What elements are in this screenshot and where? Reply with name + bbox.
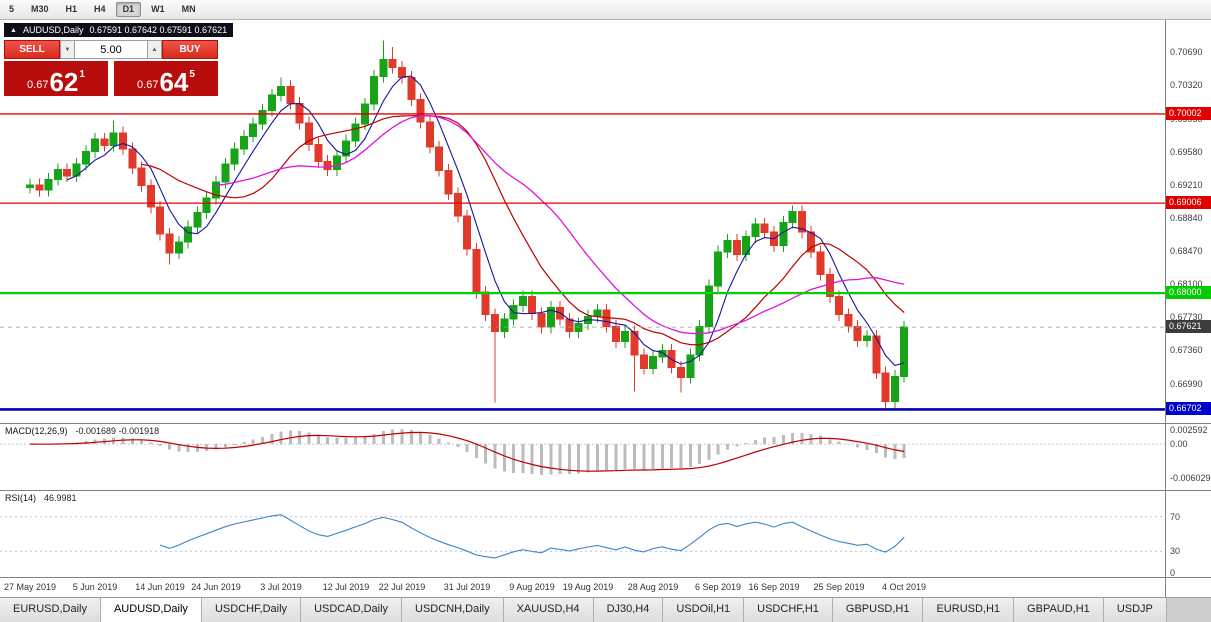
chart-tab-usdchf-h1[interactable]: USDCHF,H1 xyxy=(744,598,833,622)
date-label: 14 Jun 2019 xyxy=(135,582,185,592)
axis-price-label: 0.70690 xyxy=(1170,47,1203,57)
price-axis: 0.706900.703200.699500.695800.692100.688… xyxy=(1165,20,1211,597)
timeframe-button-mn[interactable]: MN xyxy=(181,4,196,14)
plot-column: ▲ AUDUSD,Daily 0.67591 0.67642 0.67591 0… xyxy=(0,20,1165,597)
axis-separator xyxy=(1166,423,1211,424)
chart-tab-bar: EURUSD,Daily AUDUSD,Daily USDCHF,Daily USDC… xyxy=(0,597,1211,622)
macd-label: MACD(12,26,9) xyxy=(5,426,68,436)
macd-header: MACD(12,26,9) -0.001689 -0.001918 xyxy=(5,426,159,436)
date-label: 12 Jul 2019 xyxy=(322,582,370,592)
collapse-panel-icon[interactable]: ▲ xyxy=(10,26,17,34)
price-tag: 0.67621 xyxy=(1166,320,1211,333)
rsi-panel: RSI(14) 46.9981 xyxy=(0,490,1165,577)
volume-input[interactable] xyxy=(74,40,148,59)
sell-price-prefix: 0.67 xyxy=(27,79,49,91)
chart-tab-usdoil-h1[interactable]: USDOil,H1 xyxy=(663,598,745,622)
axis-price-label: 0.66990 xyxy=(1170,379,1203,389)
date-label: 9 Aug 2019 xyxy=(509,582,555,592)
sell-price-point: 1 xyxy=(79,69,85,80)
price-tag: 0.69006 xyxy=(1166,196,1211,209)
macd-panel: MACD(12,26,9) -0.001689 -0.001918 xyxy=(0,423,1165,490)
chart-tab-dj30-h4[interactable]: DJ30,H4 xyxy=(593,598,664,622)
chart-tab-eurusd-h1[interactable]: EURUSD,H1 xyxy=(923,598,1015,622)
date-label: 5 Jun 2019 xyxy=(72,582,118,592)
rsi-label: RSI(14) xyxy=(5,493,37,503)
axis-price-label: 70 xyxy=(1170,512,1181,522)
date-label: 4 Oct 2019 xyxy=(881,582,927,592)
chart-tab-usdcnh-daily[interactable]: USDCNH,Daily xyxy=(402,598,504,622)
date-label: 16 Sep 2019 xyxy=(748,582,800,592)
chart-area: ▲ AUDUSD,Daily 0.67591 0.67642 0.67591 0… xyxy=(0,20,1211,597)
date-label: 22 Jul 2019 xyxy=(378,582,426,592)
buy-price-point: 5 xyxy=(189,69,195,80)
chart-tab-xauusd-h4[interactable]: XAUUSD,H4 xyxy=(503,598,594,622)
chart-tab-gbpusd-h1[interactable]: GBPUSD,H1 xyxy=(832,598,924,622)
chart-tab-gbpaud-h1[interactable]: GBPAUD,H1 xyxy=(1014,598,1104,622)
price-tag: 0.66702 xyxy=(1166,402,1211,415)
macd-canvas[interactable] xyxy=(0,424,1165,490)
volume-increase-button[interactable]: ▲ xyxy=(148,40,162,59)
axis-separator xyxy=(1166,577,1211,578)
axis-price-label: -0.006029 xyxy=(1170,473,1211,483)
axis-separator xyxy=(1166,490,1211,491)
rsi-header: RSI(14) 46.9981 xyxy=(5,493,77,503)
axis-price-label: 0.68470 xyxy=(1170,246,1203,256)
date-label: 3 Jul 2019 xyxy=(260,582,302,592)
axis-price-label: 0.67730 xyxy=(1170,312,1203,322)
chart-ohlc-values: 0.67591 0.67642 0.67591 0.67621 xyxy=(89,25,228,35)
axis-price-label: 0.69210 xyxy=(1170,180,1203,190)
date-label: 27 May 2019 xyxy=(3,582,57,592)
price-tag: 0.68000 xyxy=(1166,286,1211,299)
trade-prices-row: 0.67 62 1 0.67 64 5 xyxy=(4,61,218,96)
price-chart-canvas[interactable] xyxy=(0,20,1165,423)
timeframe-button-5[interactable]: 5 xyxy=(9,4,15,14)
timeframe-button-m30[interactable]: M30 xyxy=(31,4,49,14)
chart-symbol-label: AUDUSD,Daily xyxy=(22,25,84,35)
date-label: 24 Jun 2019 xyxy=(191,582,241,592)
date-axis: 27 May 2019 5 Jun 2019 14 Jun 2019 24 Jun 2… xyxy=(0,577,1165,597)
axis-price-label: 0.70320 xyxy=(1170,80,1203,90)
timeframe-button-h1[interactable]: H1 xyxy=(65,4,78,14)
rsi-canvas[interactable] xyxy=(0,491,1165,577)
chart-tab-usdcad-daily[interactable]: USDCAD,Daily xyxy=(301,598,403,622)
timeframe-button-w1[interactable]: W1 xyxy=(151,4,165,14)
chart-tab-audusd-daily[interactable]: AUDUSD,Daily xyxy=(100,598,202,622)
axis-price-label: 0.68100 xyxy=(1170,279,1203,289)
timeframe-toolbar: 5 M30 H1 H4 D1 W1 MN xyxy=(0,0,1211,20)
timeframe-button-h4[interactable]: H4 xyxy=(94,4,106,14)
chart-tab-eurusd-daily[interactable]: EURUSD,Daily xyxy=(0,598,101,622)
axis-price-label: 0.00 xyxy=(1170,439,1188,449)
sell-button[interactable]: SELL xyxy=(4,40,60,59)
date-label: 6 Sep 2019 xyxy=(694,582,742,592)
rsi-value: 46.9981 xyxy=(44,493,77,503)
date-label: 19 Aug 2019 xyxy=(562,582,614,592)
macd-values: -0.001689 -0.001918 xyxy=(75,426,160,436)
date-label: 31 Jul 2019 xyxy=(443,582,491,592)
chart-tab-usdchf-daily[interactable]: USDCHF,Daily xyxy=(201,598,302,622)
timeframe-button-d1[interactable]: D1 xyxy=(115,2,142,17)
chart-tab-usdjp[interactable]: USDJP xyxy=(1103,598,1167,622)
buy-price-prefix: 0.67 xyxy=(137,79,159,91)
axis-price-label: 30 xyxy=(1170,546,1181,556)
date-label: 28 Aug 2019 xyxy=(627,582,679,592)
axis-price-label: 0.67360 xyxy=(1170,345,1203,355)
buy-price-display[interactable]: 0.67 64 5 xyxy=(114,61,218,96)
buy-button[interactable]: BUY xyxy=(162,40,218,59)
axis-price-label: 0.69580 xyxy=(1170,147,1203,157)
axis-price-label: 0 xyxy=(1170,568,1176,578)
axis-price-label: 0.68840 xyxy=(1170,213,1203,223)
date-label: 25 Sep 2019 xyxy=(813,582,865,592)
sell-price-pips: 62 xyxy=(49,67,79,98)
chart-ohlc-header: ▲ AUDUSD,Daily 0.67591 0.67642 0.67591 0… xyxy=(4,23,234,37)
buy-price-pips: 64 xyxy=(159,67,189,98)
volume-decrease-button[interactable]: ▼ xyxy=(60,40,74,59)
price-tag: 0.70002 xyxy=(1166,107,1211,120)
trade-controls-row: SELL ▼ ▲ BUY xyxy=(4,40,218,59)
sell-price-display[interactable]: 0.67 62 1 xyxy=(4,61,108,96)
axis-price-label: 0.002592 xyxy=(1170,425,1208,435)
